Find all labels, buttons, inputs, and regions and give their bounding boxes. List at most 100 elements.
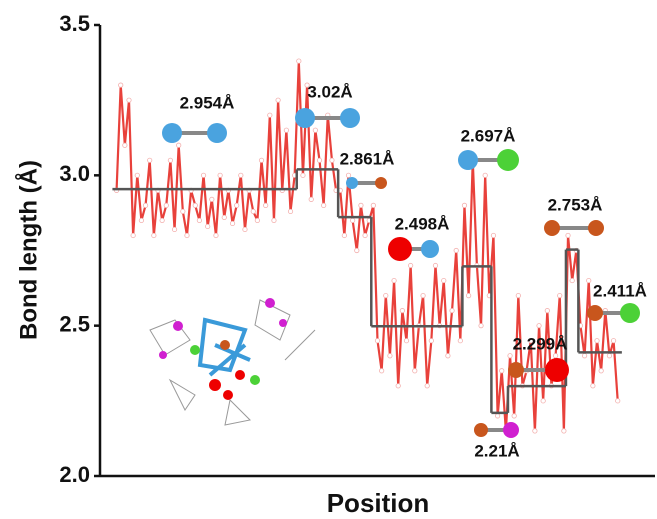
data-point xyxy=(610,338,617,344)
data-point xyxy=(528,338,534,344)
data-point xyxy=(445,353,451,359)
data-point xyxy=(341,232,347,239)
data-point xyxy=(345,172,352,178)
data-point xyxy=(424,383,430,389)
data-point xyxy=(507,353,513,359)
data-point xyxy=(163,202,169,208)
data-point xyxy=(134,172,140,178)
plot-area xyxy=(112,58,622,434)
data-point xyxy=(379,368,385,374)
data-point xyxy=(370,202,376,208)
data-point xyxy=(321,202,327,208)
data-point xyxy=(457,338,463,344)
inset-structure xyxy=(149,298,316,426)
data-point xyxy=(412,368,418,374)
data-point xyxy=(312,127,318,133)
data-point xyxy=(126,97,132,103)
data-point xyxy=(362,232,368,239)
data-point xyxy=(532,428,538,434)
y-tick-label: 2.0 xyxy=(59,462,90,487)
data-point xyxy=(213,232,219,239)
data-point xyxy=(515,292,521,299)
data-point xyxy=(147,157,153,163)
data-point xyxy=(466,292,472,299)
data-point xyxy=(544,308,550,314)
data-point xyxy=(358,202,364,208)
data-point xyxy=(267,112,273,118)
data-point xyxy=(478,323,484,329)
data-point xyxy=(565,232,571,239)
data-point xyxy=(449,308,455,314)
data-point xyxy=(511,413,517,419)
data-point xyxy=(590,383,596,389)
data-point xyxy=(159,217,165,224)
data-point xyxy=(130,232,136,239)
data-point xyxy=(200,172,207,178)
data-point xyxy=(350,217,356,224)
data-point xyxy=(586,277,592,284)
data-point xyxy=(287,208,294,215)
data-point xyxy=(408,262,414,269)
data-point xyxy=(300,172,306,178)
data-point xyxy=(536,323,542,329)
data-point xyxy=(242,226,248,233)
data-point xyxy=(192,202,198,208)
data-point xyxy=(316,157,323,163)
data-point xyxy=(495,413,501,419)
data-point xyxy=(118,82,124,88)
data-point xyxy=(296,58,302,64)
data-point xyxy=(598,368,604,374)
data-point xyxy=(403,338,410,344)
data-point xyxy=(196,217,203,224)
data-point xyxy=(561,428,567,434)
data-point xyxy=(461,202,468,208)
y-tick-label: 3.0 xyxy=(59,161,90,186)
data-point xyxy=(254,217,260,224)
data-point xyxy=(420,292,426,299)
data-point xyxy=(184,232,190,239)
data-point xyxy=(441,277,447,284)
data-point xyxy=(569,277,575,284)
data-point xyxy=(499,368,505,374)
bond-label: 3.02Å xyxy=(307,82,352,101)
data-point xyxy=(606,353,613,359)
bond-icons xyxy=(162,108,640,438)
data-point xyxy=(308,196,314,202)
data-point xyxy=(428,338,434,344)
data-point xyxy=(209,196,215,202)
x-axis-label: Position xyxy=(327,488,430,518)
data-point xyxy=(391,277,397,284)
data-point xyxy=(283,127,289,133)
bond-label: 2.954Å xyxy=(180,93,235,112)
data-point xyxy=(151,232,157,239)
bond-label: 2.21Å xyxy=(474,441,519,460)
data-point xyxy=(615,398,621,404)
data-point xyxy=(557,292,563,299)
data-point xyxy=(432,262,439,269)
data-point xyxy=(180,208,186,215)
bond-label: 2.697Å xyxy=(461,126,516,145)
data-point xyxy=(304,82,310,88)
data-point xyxy=(258,157,265,163)
data-point xyxy=(271,217,277,224)
y-tick-label: 3.5 xyxy=(59,11,90,36)
data-point xyxy=(552,353,559,359)
bond-label: 2.498Å xyxy=(395,214,450,233)
data-point xyxy=(275,97,281,103)
data-point xyxy=(395,383,401,389)
data-point xyxy=(205,223,211,230)
data-point xyxy=(581,353,588,359)
data-point xyxy=(250,208,256,215)
data-point xyxy=(594,338,600,344)
data-point xyxy=(138,217,145,224)
y-axis-label: Bond length (Å) xyxy=(14,160,42,340)
data-point xyxy=(263,202,269,208)
data-point xyxy=(229,220,236,227)
data-point xyxy=(238,172,244,178)
bond-label: 2.411Å xyxy=(593,281,647,300)
y-tick-label: 2.5 xyxy=(59,311,90,336)
data-point xyxy=(221,214,227,221)
data-point xyxy=(383,292,389,299)
data-point xyxy=(387,353,393,359)
